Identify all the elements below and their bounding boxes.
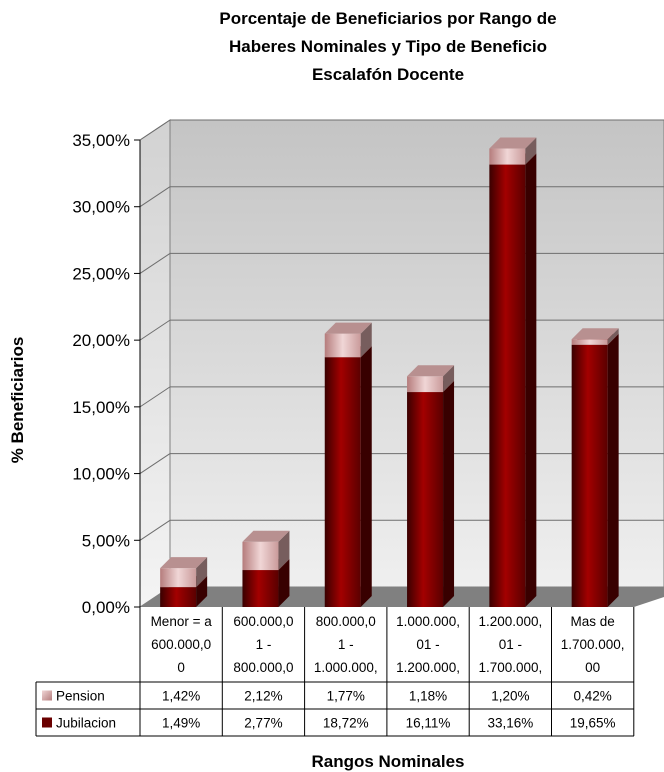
y-tick-label: 30,00% bbox=[72, 198, 130, 217]
chart-title-line-1: Porcentaje de Beneficiarios por Rango de bbox=[219, 9, 556, 28]
category-label: 1.200.000, bbox=[478, 614, 542, 629]
data-label: 0,42% bbox=[574, 689, 612, 704]
bar-jubilacion-side bbox=[443, 381, 454, 607]
category-label: 800.000,0 bbox=[316, 614, 376, 629]
bar-jubilacion-front bbox=[160, 587, 196, 607]
category-label: 01 - bbox=[499, 637, 522, 652]
category-label: 800.000,0 bbox=[233, 660, 293, 675]
y-tick-label: 5,00% bbox=[82, 531, 130, 550]
category-label: Menor = a bbox=[151, 614, 213, 629]
data-label: 1,42% bbox=[162, 689, 200, 704]
x-axis-label: Rangos Nominales bbox=[311, 752, 464, 771]
category-label: Mas de bbox=[571, 614, 615, 629]
data-label: 19,65% bbox=[570, 716, 616, 731]
y-tick-label: 15,00% bbox=[72, 398, 130, 417]
bar-pension-front bbox=[489, 149, 525, 165]
bar-jubilacion-front bbox=[572, 345, 608, 607]
data-label: 2,77% bbox=[244, 716, 282, 731]
bar-pension-front bbox=[160, 568, 196, 587]
legend-swatch-pension bbox=[42, 691, 52, 701]
data-label: 1,18% bbox=[409, 689, 447, 704]
data-label: 18,72% bbox=[323, 716, 369, 731]
y-ticks: 0,00% 5,00% 10,00% 15,00% 20,00% 25,00% 30,00%… bbox=[72, 131, 140, 617]
chart-title-line-2: Haberes Nominales y Tipo de Beneficio bbox=[229, 37, 547, 56]
y-tick-label: 0,00% bbox=[82, 598, 130, 617]
category-label: 1 - bbox=[256, 637, 272, 652]
bar-pension-front bbox=[242, 542, 278, 570]
bar-jubilacion-front bbox=[407, 392, 443, 607]
chart-title-line-3: Escalafón Docente bbox=[312, 65, 464, 84]
category-label: 01 - bbox=[416, 637, 439, 652]
category-label: 1.000.000, bbox=[396, 614, 460, 629]
category-label: 1.700.000, bbox=[478, 660, 542, 675]
category-label: 1.700.000, bbox=[561, 637, 625, 652]
bar-jubilacion-front bbox=[242, 570, 278, 607]
bar-jubilacion-front bbox=[489, 165, 525, 607]
side-wall bbox=[140, 120, 170, 607]
category-label: 1.200.000, bbox=[396, 660, 460, 675]
data-label: 33,16% bbox=[487, 716, 533, 731]
data-label: 2,12% bbox=[244, 689, 282, 704]
category-label: 600.000,0 bbox=[151, 637, 211, 652]
category-label: 1.000.000, bbox=[314, 660, 378, 675]
y-axis-label: % Beneficiarios bbox=[8, 337, 27, 464]
data-label: 16,11% bbox=[406, 716, 451, 731]
y-tick-label: 35,00% bbox=[72, 131, 130, 150]
data-label: 1,49% bbox=[162, 716, 200, 731]
bar-pension-front bbox=[407, 376, 443, 392]
legend-label-pension: Pension bbox=[56, 689, 105, 704]
category-label: 1 - bbox=[338, 637, 354, 652]
bar-jubilacion-side bbox=[608, 334, 619, 607]
legend-label-jubilacion: Jubilacion bbox=[56, 716, 116, 731]
y-tick-label: 10,00% bbox=[72, 465, 130, 484]
y-tick-label: 25,00% bbox=[72, 264, 130, 283]
legend-swatch-jubilacion bbox=[42, 718, 52, 728]
bar-pension-front bbox=[572, 339, 608, 345]
category-label: 0 bbox=[177, 660, 185, 675]
category-label: 600.000,0 bbox=[233, 614, 293, 629]
data-table: Menor = a 600.000,0 0 600.000,0 1 - 800.000,0… bbox=[36, 607, 634, 736]
y-tick-label: 20,00% bbox=[72, 331, 130, 350]
data-label: 1,20% bbox=[491, 689, 529, 704]
data-label: 1,77% bbox=[327, 689, 365, 704]
bar-pension-front bbox=[325, 334, 361, 358]
category-label: 00 bbox=[585, 660, 600, 675]
bar-jubilacion-front bbox=[325, 357, 361, 607]
bar-jubilacion-side bbox=[361, 346, 372, 607]
bar-jubilacion-side bbox=[525, 154, 536, 607]
